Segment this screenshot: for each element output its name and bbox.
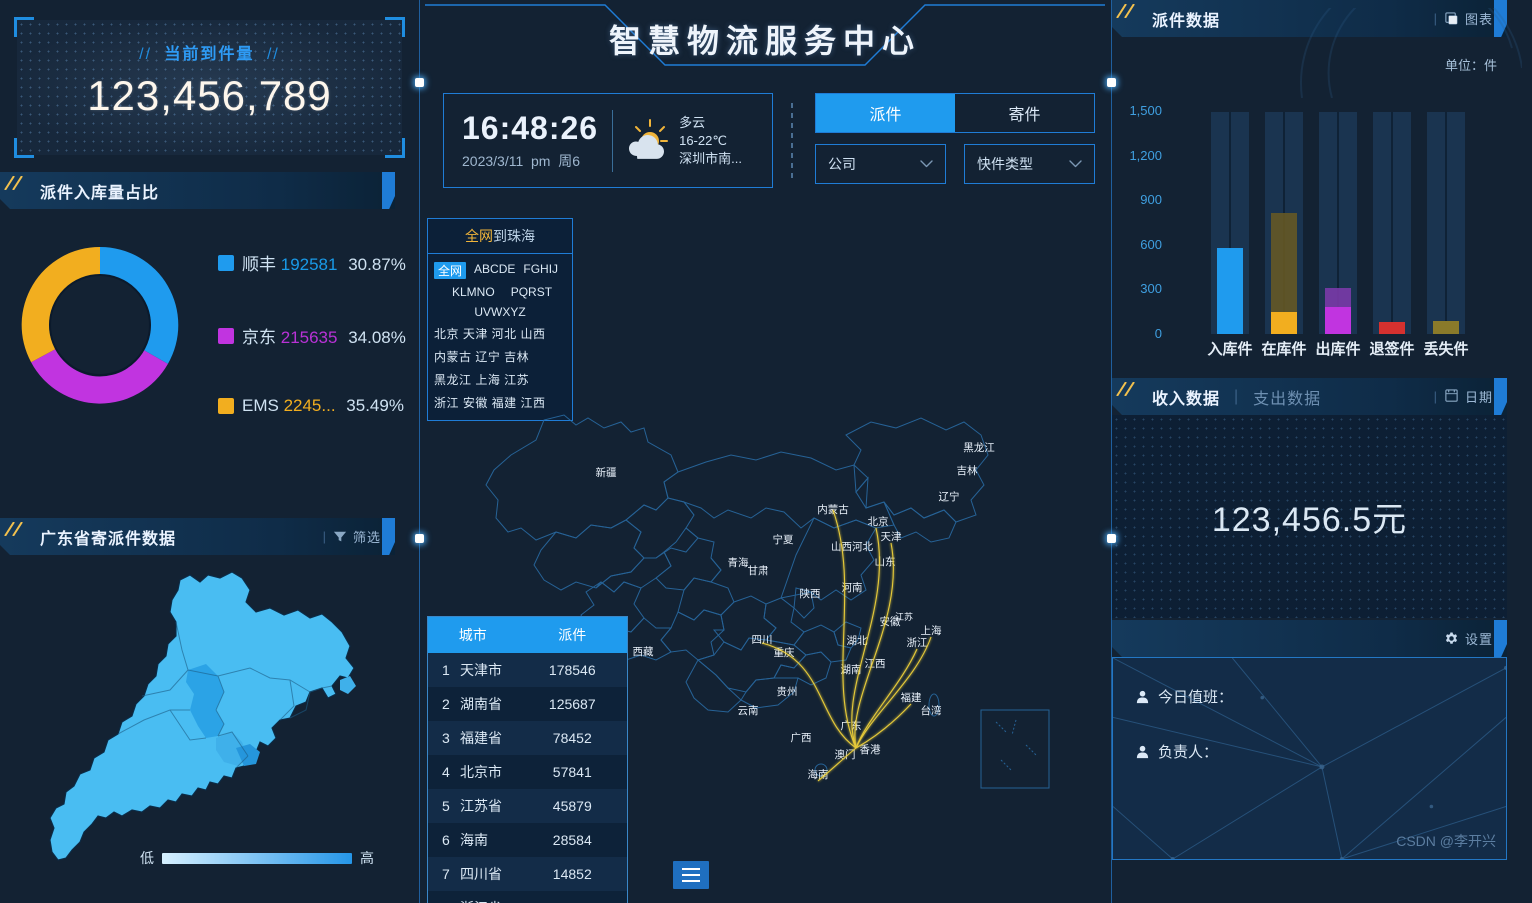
svg-text:福建: 福建 <box>901 691 922 704</box>
svg-text:吉林: 吉林 <box>957 464 978 477</box>
svg-text:北京: 北京 <box>868 515 889 528</box>
svg-text:600: 600 <box>1140 237 1162 252</box>
svg-text:广西: 广西 <box>791 732 812 744</box>
svg-text:丢失件: 丢失件 <box>1423 340 1468 358</box>
svg-text:内蒙古: 内蒙古 <box>817 503 849 516</box>
svg-text:出库件: 出库件 <box>1315 340 1360 358</box>
svg-text:0: 0 <box>1155 326 1162 341</box>
svg-text:黑龙江: 黑龙江 <box>963 441 995 454</box>
svg-text:湖北: 湖北 <box>847 635 868 647</box>
svg-text:1,500: 1,500 <box>1129 103 1162 118</box>
svg-text:陕西: 陕西 <box>800 587 821 600</box>
svg-text:新疆: 新疆 <box>596 466 617 479</box>
svg-text:入库件: 入库件 <box>1207 340 1252 358</box>
svg-text:山西河北: 山西河北 <box>831 541 873 553</box>
svg-text:香港: 香港 <box>860 744 881 756</box>
svg-text:江苏: 江苏 <box>895 611 913 622</box>
svg-text:青海: 青海 <box>728 556 749 569</box>
svg-text:退签件: 退签件 <box>1369 340 1414 358</box>
svg-text:在库件: 在库件 <box>1261 340 1306 358</box>
svg-text:澳门: 澳门 <box>835 748 856 761</box>
svg-text:广东: 广东 <box>841 719 862 732</box>
svg-text:云南: 云南 <box>738 704 759 717</box>
svg-text:300: 300 <box>1140 281 1162 296</box>
svg-text:1,200: 1,200 <box>1129 148 1162 163</box>
svg-text:山东: 山东 <box>875 555 896 568</box>
svg-text:浙江: 浙江 <box>907 637 928 649</box>
svg-text:天津: 天津 <box>881 531 902 543</box>
svg-text:甘肃: 甘肃 <box>748 564 769 577</box>
svg-text:宁夏: 宁夏 <box>773 533 794 546</box>
svg-text:辽宁: 辽宁 <box>939 490 960 503</box>
svg-text:900: 900 <box>1140 192 1162 207</box>
svg-text:四川: 四川 <box>752 634 773 646</box>
svg-text:西藏: 西藏 <box>633 646 654 658</box>
svg-text:贵州: 贵州 <box>777 685 798 698</box>
svg-text:上海: 上海 <box>921 624 942 637</box>
svg-text:江西: 江西 <box>865 658 886 670</box>
svg-text:南海诸岛: 南海诸岛 <box>997 789 1033 790</box>
svg-text:台湾: 台湾 <box>921 704 942 717</box>
